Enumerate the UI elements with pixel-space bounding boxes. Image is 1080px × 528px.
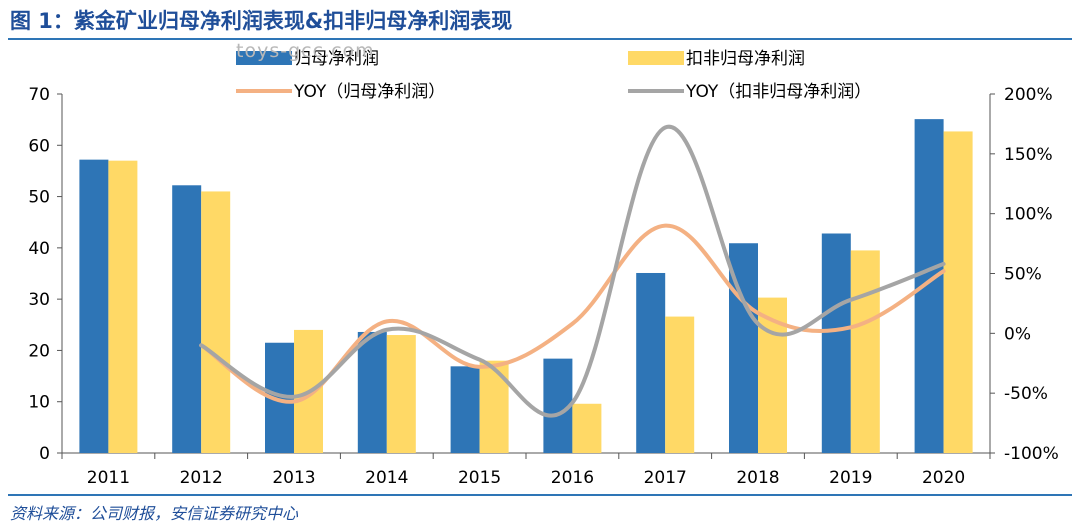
left-axis-tick-label: 50 (28, 188, 50, 208)
bar-net-profit (636, 272, 666, 453)
x-axis-tick-label: 2014 (365, 468, 408, 488)
x-axis-tick-label: 2011 (87, 468, 130, 488)
legend-net-profit-label: 归母净利润 (294, 49, 379, 69)
bar-deducted-net-profit (108, 160, 138, 453)
bar-deducted-net-profit (479, 360, 509, 453)
legend-deducted-net-profit-swatch (628, 51, 684, 65)
left-axis-tick-label: 0 (39, 444, 50, 464)
title-divider (8, 38, 1072, 40)
legend-yoy-deducted-net-profit-label: YOY（扣非归母净利润） (685, 82, 871, 102)
bar-net-profit (79, 159, 109, 453)
x-axis-tick-label: 2013 (272, 468, 315, 488)
bar-deducted-net-profit (572, 403, 602, 453)
left-axis-tick-label: 20 (28, 341, 50, 361)
left-axis-tick-label: 70 (28, 85, 50, 105)
right-axis-tick-label: 100% (1004, 205, 1053, 225)
right-axis-tick-label: 0% (1004, 324, 1031, 344)
legend-net-profit-swatch (236, 51, 292, 65)
bar-deducted-net-profit (201, 191, 231, 453)
bar-net-profit (172, 185, 202, 453)
bar-net-profit (914, 119, 944, 453)
left-axis-tick-label: 10 (28, 393, 50, 413)
right-axis-tick-label: 150% (1004, 145, 1053, 165)
left-axis-tick-label: 60 (28, 136, 50, 156)
legend-deducted-net-profit-label: 扣非归母净利润 (686, 49, 805, 69)
watermark: toys-gcc.com (236, 40, 375, 62)
legend-yoy-net-profit-label: YOY（归母净利润） (293, 82, 445, 102)
x-axis-tick-label: 2019 (829, 468, 872, 488)
x-axis-tick-label: 2015 (458, 468, 501, 488)
bar-net-profit (821, 233, 851, 453)
bar-net-profit (357, 331, 387, 453)
x-axis-tick-label: 2020 (922, 468, 965, 488)
bar-deducted-net-profit (386, 335, 416, 453)
x-axis-tick-label: 2012 (180, 468, 223, 488)
bar-net-profit (450, 366, 480, 453)
source-note: 资料来源：公司财报，安信证券研究中心 (10, 504, 299, 523)
x-axis-tick-label: 2018 (736, 468, 779, 488)
bar-deducted-net-profit (850, 250, 880, 453)
bar-deducted-net-profit (943, 131, 973, 453)
left-axis-tick-label: 40 (28, 239, 50, 259)
footer-divider (8, 494, 1072, 496)
bar-deducted-net-profit (665, 316, 695, 453)
page-title: 图 1：紫金矿业归母净利润表现&扣非归母净利润表现 (10, 9, 513, 33)
x-axis-tick-label: 2017 (644, 468, 687, 488)
right-axis-tick-label: -50% (1004, 384, 1048, 404)
title-bar: 图 1：紫金矿业归母净利润表现&扣非归母净利润表现 (0, 0, 1080, 40)
right-axis-tick-label: 200% (1004, 85, 1053, 105)
right-axis-tick-label: -100% (1004, 444, 1059, 464)
left-axis-tick-label: 30 (28, 290, 50, 310)
line-yoy-deducted-net-profit (199, 124, 946, 418)
x-axis-tick-label: 2016 (551, 468, 594, 488)
right-axis-tick-label: 50% (1004, 265, 1042, 285)
